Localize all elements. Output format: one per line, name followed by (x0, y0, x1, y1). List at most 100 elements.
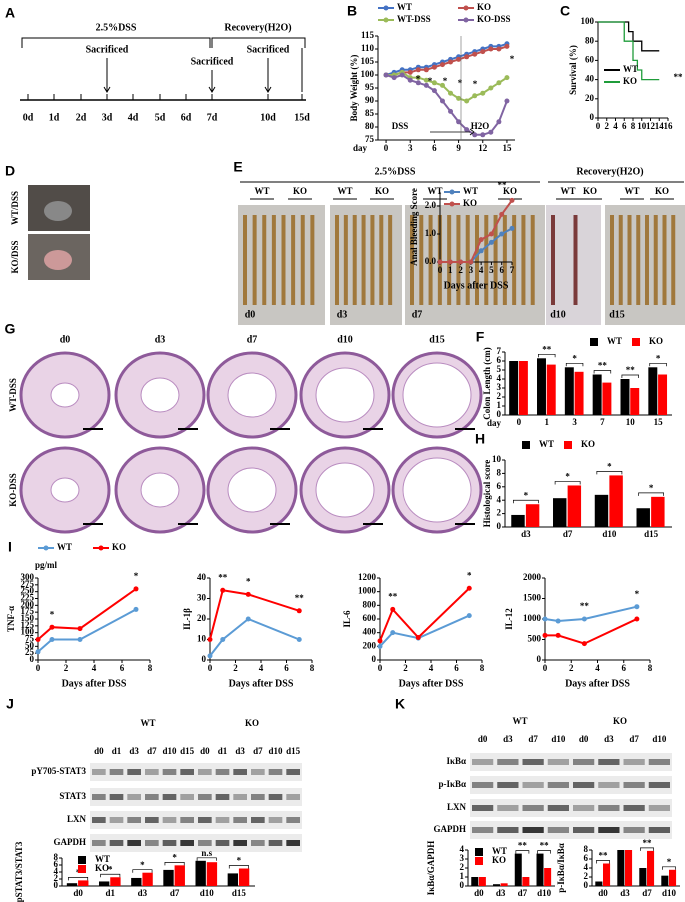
blot-band (623, 759, 645, 765)
series-line (385, 73, 508, 136)
marker (509, 225, 515, 231)
blot-band (145, 769, 159, 775)
series-line (544, 605, 638, 623)
sig-bracket (596, 860, 610, 864)
mouse-detail (44, 201, 72, 221)
genotype-label: WT (427, 186, 442, 196)
bar (594, 494, 609, 527)
y-tick-label: 500 (528, 634, 542, 644)
marker (390, 630, 396, 636)
y-axis-label: p-IκBα/IκBα (556, 843, 566, 893)
colon (252, 215, 257, 305)
sacrificed-label: Sacrificed (86, 44, 129, 55)
legend-label: WT (539, 439, 554, 449)
marker (415, 67, 421, 73)
bar (553, 498, 567, 527)
significance-label: * (246, 576, 251, 586)
bar (609, 475, 623, 527)
sig-bracket (196, 857, 217, 861)
blot-lane: d1 (112, 746, 122, 756)
legend-label: WT (492, 846, 507, 856)
x-tick-label: 6 (120, 663, 125, 673)
panel-label: K (395, 696, 405, 712)
bar (78, 880, 89, 886)
y-tick-label: 50 (25, 640, 35, 650)
colon (361, 215, 366, 305)
y-tick-label: 95 (365, 82, 375, 92)
blot-band (162, 769, 177, 775)
histology-day: d15 (429, 334, 445, 345)
blot-band (522, 805, 544, 811)
colon (502, 215, 507, 305)
x-tick-label: 4 (595, 663, 600, 673)
x-tick-label: d15 (232, 888, 247, 898)
y-tick-label: 2.0 (425, 200, 437, 210)
legend-marker (463, 5, 469, 11)
blot-band (268, 794, 283, 800)
marker (423, 77, 429, 83)
blot-band-label: p-IκBα (438, 779, 466, 789)
bar (525, 504, 540, 527)
x-tick-label: d7 (642, 888, 652, 898)
bar (620, 379, 630, 415)
marker (296, 608, 302, 614)
y-tick-label: 40 (197, 572, 207, 582)
blot-band (547, 782, 569, 788)
blot-band (547, 759, 569, 765)
y-tick-label: 0 (460, 880, 465, 890)
sacrificed-arrow (103, 58, 111, 93)
significance-label: * (656, 353, 661, 363)
y-axis-label: Colon Length (cm) (482, 347, 492, 420)
marker (437, 259, 443, 265)
bar (500, 883, 508, 886)
x-tick-label: 5 (489, 265, 494, 275)
blot-lane: d0 (579, 734, 589, 744)
blot-band (109, 817, 124, 823)
y-tick-label: 100 (581, 16, 595, 26)
colon (352, 215, 357, 305)
blot-band (127, 817, 141, 823)
blot-band-label: STAT3 (59, 791, 86, 801)
colon (310, 215, 315, 305)
blot-band (472, 759, 494, 765)
sig-bracket (596, 471, 623, 475)
blot-band (598, 827, 620, 833)
blot-lane: d0 (94, 746, 104, 756)
x-tick-label: 4 (92, 663, 97, 673)
annotation: * (510, 54, 515, 64)
y-tick-label: 0 (54, 880, 59, 890)
marker (415, 634, 421, 640)
panel-label: B (347, 3, 357, 19)
marker (220, 587, 226, 593)
blot-band (497, 782, 519, 788)
marker (456, 95, 462, 101)
colon (465, 215, 470, 305)
legend-label: WT (463, 186, 478, 196)
y-tick-label: 2 (460, 862, 465, 872)
recovery-bracket (211, 37, 306, 48)
y-tick-label: 300 (21, 572, 35, 582)
y-tick-label: 4 (497, 373, 502, 383)
bar (98, 881, 110, 886)
y-tick-label: 115 (361, 30, 375, 40)
x-tick-label: 0 (596, 121, 601, 131)
sig-bracket (515, 850, 530, 854)
marker (423, 82, 429, 88)
blot-band (598, 805, 620, 811)
y-tick-label: 3 (497, 382, 502, 392)
sig-bracket (565, 362, 584, 367)
y-tick-label: 10 (197, 634, 207, 644)
marker (542, 632, 548, 638)
sig-bracket (662, 866, 676, 870)
blot-band (180, 794, 194, 800)
y-tick-label: 6 (497, 355, 502, 365)
bar (478, 877, 486, 886)
dss-arrow (430, 128, 475, 136)
colon (551, 215, 555, 305)
y-tick-label: 80 (585, 35, 595, 45)
significance-label: * (607, 461, 612, 471)
blot-band (522, 759, 544, 765)
sacrificed-label: Sacrificed (191, 56, 234, 67)
histology-day: d10 (337, 334, 353, 345)
